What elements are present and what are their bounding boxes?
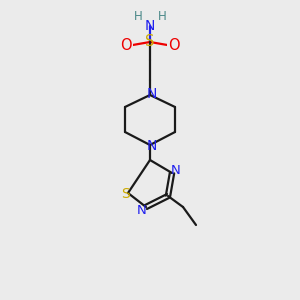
Text: S: S xyxy=(121,187,129,201)
Text: N: N xyxy=(171,164,181,178)
Text: S: S xyxy=(145,34,155,50)
Text: H: H xyxy=(158,11,166,23)
Text: O: O xyxy=(168,38,180,52)
Text: N: N xyxy=(147,139,157,153)
Text: N: N xyxy=(137,203,147,217)
Text: O: O xyxy=(120,38,132,52)
Text: H: H xyxy=(134,11,142,23)
Text: N: N xyxy=(147,87,157,101)
Text: N: N xyxy=(145,19,155,33)
